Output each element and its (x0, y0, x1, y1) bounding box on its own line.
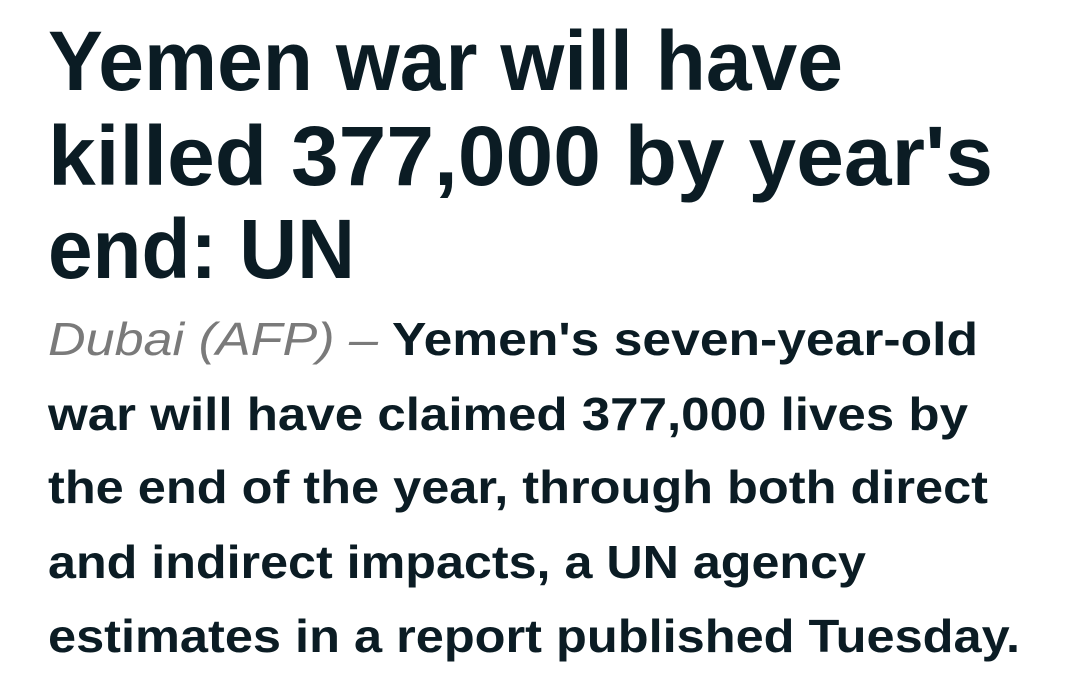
lede-line: Yemen's seven-year-old (392, 313, 978, 365)
lede-line: war will have claimed 377,000 lives by (47, 388, 969, 440)
headline-line: killed 377,000 by year's (48, 109, 993, 203)
lede-line: and indirect impacts, a UN agency (48, 536, 866, 588)
headline-line: end: UN (48, 202, 355, 296)
headline-line: Yemen war will have (48, 14, 843, 108)
lede-line: estimates in a report published Tuesday. (48, 610, 1020, 662)
lede-line: the end of the year, through both direct (48, 461, 988, 513)
dateline: Dubai (AFP) – (48, 313, 378, 365)
